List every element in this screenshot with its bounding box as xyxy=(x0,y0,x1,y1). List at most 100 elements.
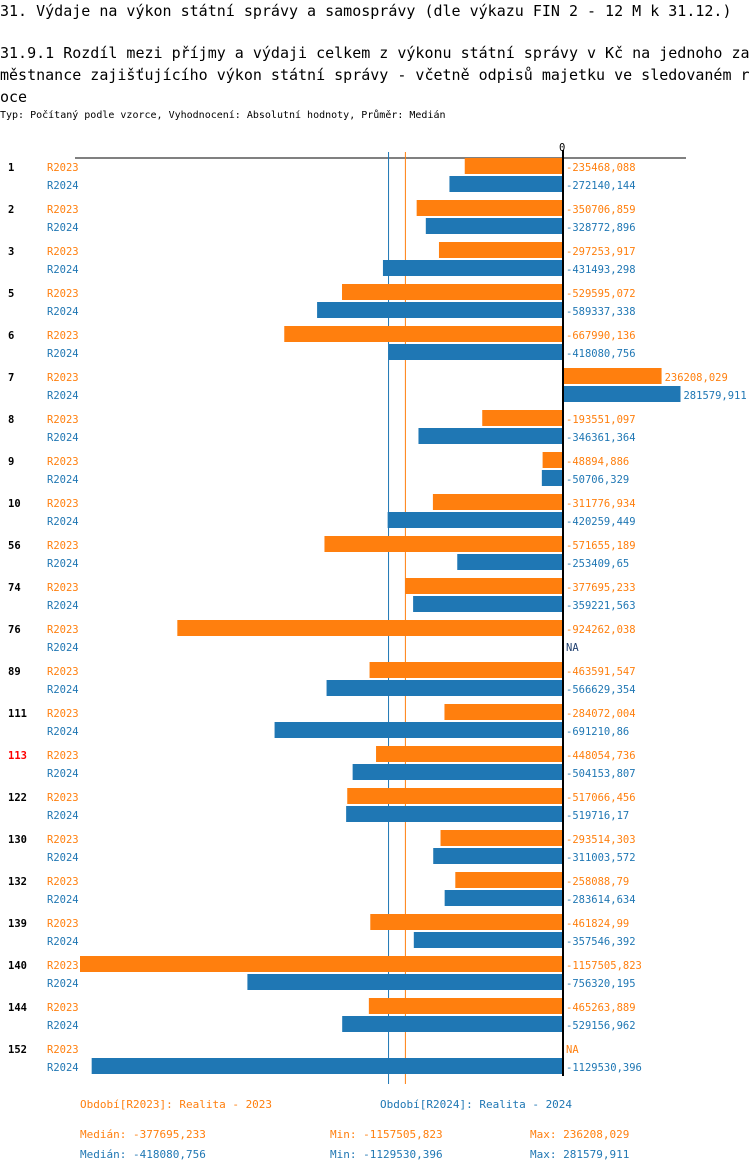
series-label: R2023 xyxy=(47,330,79,342)
bar-r2024 xyxy=(449,176,563,192)
series-label: R2023 xyxy=(47,918,79,930)
bar-r2024 xyxy=(418,428,563,444)
bar-r2023 xyxy=(80,956,563,972)
series-label: R2024 xyxy=(47,852,79,864)
value-label: -311003,572 xyxy=(566,852,636,864)
bar-r2023 xyxy=(563,368,662,384)
bar-r2024 xyxy=(346,806,563,822)
series-label: R2023 xyxy=(47,750,79,762)
bar-r2024 xyxy=(444,890,563,906)
series-label: R2024 xyxy=(47,348,79,360)
value-label: -235468,088 xyxy=(566,162,636,174)
series-label: R2024 xyxy=(47,936,79,948)
series-label: R2023 xyxy=(47,666,79,678)
value-label: -529156,962 xyxy=(566,1020,636,1032)
value-label: NA xyxy=(566,1044,579,1056)
series-label: R2024 xyxy=(47,600,79,612)
series-label: R2024 xyxy=(47,222,79,234)
category-label: 10 xyxy=(8,498,21,510)
value-label: -463591,547 xyxy=(566,666,636,678)
series-label: R2024 xyxy=(47,894,79,906)
bar-r2023 xyxy=(342,284,563,300)
bar-r2023 xyxy=(376,746,563,762)
bar-r2024 xyxy=(91,1058,563,1074)
category-label: 76 xyxy=(8,624,21,636)
series-label: R2024 xyxy=(47,1020,79,1032)
value-label: -293514,303 xyxy=(566,834,636,846)
category-label: 5 xyxy=(8,288,14,300)
bar-r2023 xyxy=(284,326,563,342)
value-label: -258088,79 xyxy=(566,876,629,888)
category-label: 9 xyxy=(8,456,14,468)
bar-r2023 xyxy=(464,158,563,174)
category-label: 144 xyxy=(8,1002,27,1014)
series-label: R2024 xyxy=(47,642,79,654)
value-label: -571655,189 xyxy=(566,540,636,552)
chart-info: Typ: Počítaný podle vzorce, Vyhodnocení:… xyxy=(0,110,446,121)
bar-r2024 xyxy=(387,512,563,528)
value-label: -420259,449 xyxy=(566,516,636,528)
category-label: 139 xyxy=(8,918,27,930)
bar-r2023 xyxy=(542,452,563,468)
series-label: R2023 xyxy=(47,960,79,972)
value-label: -1129530,396 xyxy=(566,1062,642,1074)
series-label: R2024 xyxy=(47,726,79,738)
series-label: R2024 xyxy=(47,180,79,192)
category-label: 2 xyxy=(8,204,14,216)
series-label: R2023 xyxy=(47,792,79,804)
value-label: -519716,17 xyxy=(566,810,629,822)
series-label: R2024 xyxy=(47,684,79,696)
value-label: -346361,364 xyxy=(566,432,636,444)
legend-r2024: Období[R2024]: Realita - 2024 xyxy=(380,1098,573,1111)
bar-chart: 1 R2023 -235468,088 R2024 -272140,144 2 R2023 -… xyxy=(8,142,747,1084)
value-label: -756320,195 xyxy=(566,978,636,990)
series-label: R2023 xyxy=(47,414,79,426)
category-label: 122 xyxy=(8,792,27,804)
bar-r2023 xyxy=(405,578,563,594)
bar-r2024 xyxy=(563,386,681,402)
bar-r2024 xyxy=(382,260,563,276)
value-label: -48894,886 xyxy=(566,456,629,468)
median-r2023: Medián: -377695,233 xyxy=(80,1128,206,1141)
value-label: -566629,354 xyxy=(566,684,636,696)
bar-r2023 xyxy=(444,704,563,720)
category-label: 89 xyxy=(8,666,21,678)
category-label: 130 xyxy=(8,834,27,846)
series-label: R2024 xyxy=(47,390,79,402)
category-label: 8 xyxy=(8,414,14,426)
category-label: 74 xyxy=(8,582,21,594)
bar-r2024 xyxy=(247,974,563,990)
bar-r2024 xyxy=(274,722,563,738)
value-label: -272140,144 xyxy=(566,180,636,192)
value-label: -924262,038 xyxy=(566,624,636,636)
min-r2024: Min: -1129530,396 xyxy=(330,1148,443,1161)
value-label: NA xyxy=(566,642,579,654)
zero-tick-label: 0 xyxy=(559,142,565,154)
value-label: 281579,911 xyxy=(683,390,746,402)
max-r2024: Max: 281579,911 xyxy=(530,1148,630,1161)
series-label: R2024 xyxy=(47,264,79,276)
bar-r2024 xyxy=(352,764,563,780)
value-label: -461824,99 xyxy=(566,918,629,930)
bar-r2024 xyxy=(326,680,563,696)
series-label: R2024 xyxy=(47,432,79,444)
value-label: -350706,859 xyxy=(566,204,636,216)
bar-r2023 xyxy=(324,536,563,552)
series-label: R2023 xyxy=(47,876,79,888)
series-label: R2024 xyxy=(47,768,79,780)
bar-r2024 xyxy=(317,302,563,318)
series-label: R2024 xyxy=(47,306,79,318)
bar-r2024 xyxy=(388,344,563,360)
series-label: R2024 xyxy=(47,978,79,990)
value-label: -1157505,823 xyxy=(566,960,642,972)
category-label: 152 xyxy=(8,1044,27,1056)
value-label: -504153,807 xyxy=(566,768,636,780)
series-label: R2023 xyxy=(47,1002,79,1014)
series-label: R2023 xyxy=(47,708,79,720)
category-label: 132 xyxy=(8,876,27,888)
bar-r2024 xyxy=(425,218,563,234)
bar-r2024 xyxy=(413,596,563,612)
series-label: R2023 xyxy=(47,582,79,594)
value-label: -517066,456 xyxy=(566,792,636,804)
value-label: -193551,097 xyxy=(566,414,636,426)
